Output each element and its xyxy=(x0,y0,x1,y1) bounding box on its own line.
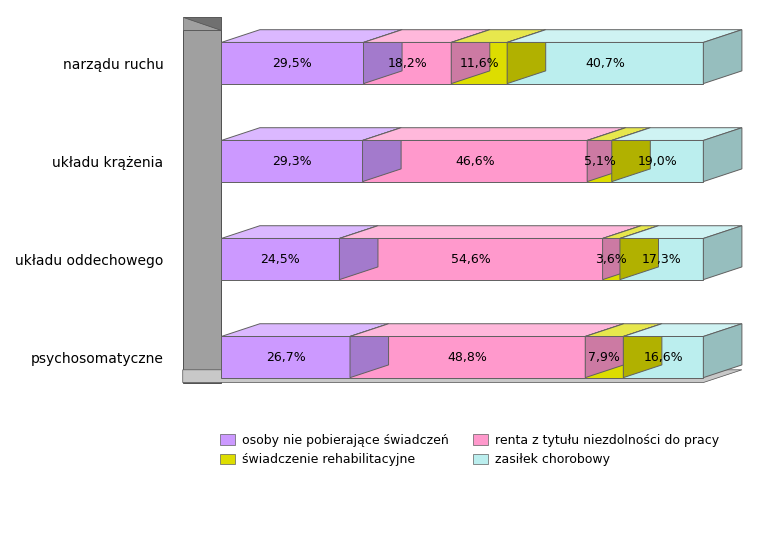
Polygon shape xyxy=(221,324,389,336)
Polygon shape xyxy=(183,370,742,383)
Polygon shape xyxy=(704,30,742,84)
Polygon shape xyxy=(585,324,662,336)
Text: 19,0%: 19,0% xyxy=(637,154,677,168)
Polygon shape xyxy=(221,30,402,42)
Polygon shape xyxy=(623,324,662,378)
Bar xyxy=(587,140,612,182)
Text: 17,3%: 17,3% xyxy=(642,252,682,266)
Polygon shape xyxy=(363,30,402,84)
Text: 26,7%: 26,7% xyxy=(266,350,305,364)
Polygon shape xyxy=(603,226,641,280)
Bar xyxy=(362,140,587,182)
Bar xyxy=(620,238,704,280)
Polygon shape xyxy=(587,128,626,182)
Polygon shape xyxy=(350,324,389,378)
Polygon shape xyxy=(451,30,490,84)
Text: 11,6%: 11,6% xyxy=(459,56,499,70)
Text: 7,9%: 7,9% xyxy=(588,350,620,364)
Polygon shape xyxy=(612,128,651,182)
Bar xyxy=(221,238,340,280)
Bar xyxy=(585,336,623,378)
Polygon shape xyxy=(623,324,742,336)
Polygon shape xyxy=(221,226,378,238)
Text: 48,8%: 48,8% xyxy=(448,350,487,364)
Polygon shape xyxy=(183,30,221,383)
Polygon shape xyxy=(340,226,378,280)
Bar xyxy=(350,336,585,378)
Text: 5,1%: 5,1% xyxy=(583,154,615,168)
Polygon shape xyxy=(362,128,401,182)
Polygon shape xyxy=(507,30,742,42)
Text: 3,6%: 3,6% xyxy=(595,252,627,266)
Bar xyxy=(623,336,704,378)
Polygon shape xyxy=(603,226,658,238)
Polygon shape xyxy=(704,324,742,378)
Text: 29,3%: 29,3% xyxy=(272,154,312,168)
Bar xyxy=(363,42,451,84)
Bar xyxy=(221,336,350,378)
Text: 46,6%: 46,6% xyxy=(455,154,494,168)
Polygon shape xyxy=(183,17,221,30)
Bar xyxy=(221,42,363,84)
Polygon shape xyxy=(620,226,742,238)
Polygon shape xyxy=(350,324,624,336)
Bar xyxy=(603,238,620,280)
Polygon shape xyxy=(704,128,742,182)
Polygon shape xyxy=(585,324,624,378)
Polygon shape xyxy=(451,30,546,42)
Polygon shape xyxy=(183,17,221,30)
Bar xyxy=(612,140,704,182)
Text: 24,5%: 24,5% xyxy=(261,252,300,266)
Text: 18,2%: 18,2% xyxy=(387,56,427,70)
Bar xyxy=(340,238,603,280)
Text: 29,5%: 29,5% xyxy=(273,56,312,70)
Polygon shape xyxy=(612,128,742,140)
Polygon shape xyxy=(362,128,626,140)
Polygon shape xyxy=(620,226,658,280)
Bar xyxy=(221,140,362,182)
Text: 40,7%: 40,7% xyxy=(585,56,625,70)
Polygon shape xyxy=(704,226,742,280)
Bar xyxy=(507,42,704,84)
Text: 16,6%: 16,6% xyxy=(644,350,683,364)
Legend: osoby nie pobierające świadczeń, świadczenie rehabilitacyjne, renta z tytułu nie: osoby nie pobierające świadczeń, świadcz… xyxy=(216,429,724,471)
Bar xyxy=(451,42,507,84)
Polygon shape xyxy=(340,226,641,238)
Polygon shape xyxy=(363,30,490,42)
Polygon shape xyxy=(587,128,651,140)
Polygon shape xyxy=(507,30,546,84)
Text: 54,6%: 54,6% xyxy=(451,252,491,266)
Polygon shape xyxy=(221,128,401,140)
